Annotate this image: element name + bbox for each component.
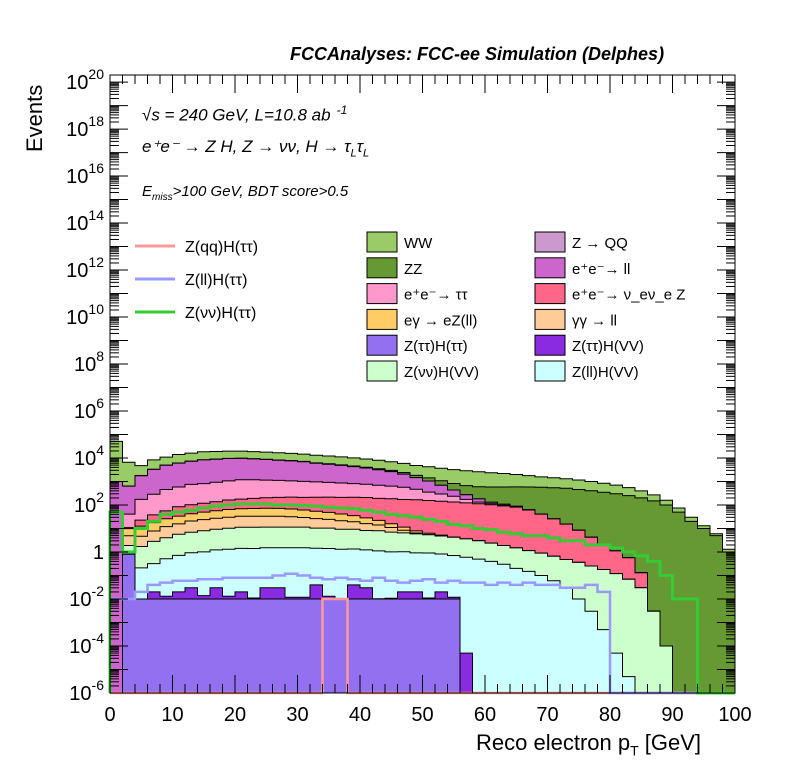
y-tick-label: 102 (74, 489, 104, 517)
y-tick-label: 10-4 (69, 630, 104, 658)
x-tick-label: 70 (536, 704, 558, 726)
y-tick-label: 1020 (66, 66, 104, 94)
legend-swatch-1-5 (534, 360, 566, 382)
y-tick-label: 1014 (66, 207, 104, 235)
legend-swatch-1-2 (534, 283, 566, 305)
process-annotation: e⁺e⁻ → Z H, Z → νν, H → τLτL (142, 137, 370, 160)
legend-entry-1-5: Z(ll)H(VV) (572, 364, 639, 381)
legend-entry-1-1: e⁺e⁻→ ll (572, 261, 630, 278)
legend-entry-0-1: ZZ (404, 261, 422, 278)
legend-swatch-0-5 (366, 360, 398, 382)
x-tick-label: 40 (349, 704, 371, 726)
x-tick-label: 0 (104, 704, 115, 726)
legend-swatch-1-3 (534, 308, 566, 330)
x-tick-label: 10 (161, 704, 183, 726)
axis-layer: 0 10 20 30 40 50 60 70 80 90 10010-610-410-2110210… (66, 66, 752, 726)
legend-swatch-0-3 (366, 308, 398, 330)
legend-entry-0-3: eγ → eZ(ll) (404, 312, 477, 329)
x-tick-label: 20 (224, 704, 246, 726)
signal-line-2 (108, 502, 735, 695)
legend-entry-0-2: e⁺e⁻→ ττ (404, 287, 468, 304)
x-tick-label: 30 (286, 704, 308, 726)
cut-annotation: Emiss>100 GeV, BDT score>0.5 (142, 183, 349, 203)
legend-swatch-0-1 (366, 257, 398, 279)
legend-entry-0-4: Z(ττ)H(ττ) (404, 338, 468, 355)
signal-line-1 (108, 572, 735, 695)
legend-entry-1-4: Z(ττ)H(VV) (572, 338, 644, 355)
legend-swatch-1-0 (534, 231, 566, 253)
y-tick-label: 104 (74, 442, 104, 470)
y-tick-label: 1 (93, 542, 104, 564)
x-tick-label: 90 (661, 704, 683, 726)
x-tick-label: 50 (411, 704, 433, 726)
legend-entry-1-3: γγ → ll (572, 312, 617, 329)
y-tick-label: 1016 (66, 160, 104, 188)
x-tick-label: 100 (718, 704, 751, 726)
legend-layer: Z(qq)H(ττ) Z(ll)H(ττ) Z(νν)H(ττ) WW ZZ e⁺e⁻→ … (135, 231, 685, 382)
legend-swatch-0-0 (366, 231, 398, 253)
legend-swatch-1-1 (534, 257, 566, 279)
y-tick-label: 1018 (66, 113, 104, 141)
legend-label-2: Z(νν)H(ττ) (185, 305, 256, 322)
legend-label-0: Z(qq)H(ττ) (185, 239, 258, 256)
legend-swatch-1-4 (534, 334, 566, 356)
legend-entry-1-2: e⁺e⁻→ ν_eν_e Z (572, 287, 685, 304)
x-tick-label: 80 (599, 704, 621, 726)
y-tick-label: 10-6 (69, 677, 104, 705)
y-tick-label: 108 (74, 348, 104, 376)
y-tick-label: 10-2 (69, 583, 104, 611)
legend-swatch-0-2 (366, 283, 398, 305)
legend-label-1: Z(ll)H(ττ) (185, 272, 247, 289)
x-tick-label: 60 (474, 704, 496, 726)
x-axis-label: Reco electron pT [GeV] (476, 730, 702, 759)
legend-entry-0-0: WW (404, 235, 433, 252)
energy-annotation: √s = 240 GeV, L=10.8 ab -1 (142, 103, 348, 125)
y-tick-label: 1012 (66, 254, 104, 282)
chart-header: FCCAnalyses: FCC-ee Simulation (Delphes) (290, 44, 665, 64)
y-tick-label: 106 (74, 395, 104, 423)
y-axis-label: Events (22, 84, 47, 152)
legend-entry-1-0: Z → QQ (572, 235, 628, 252)
legend-entry-0-5: Z(νν)H(VV) (404, 364, 479, 381)
legend-swatch-0-4 (366, 334, 398, 356)
y-tick-label: 1010 (66, 301, 104, 329)
histogram-layer (108, 440, 736, 695)
